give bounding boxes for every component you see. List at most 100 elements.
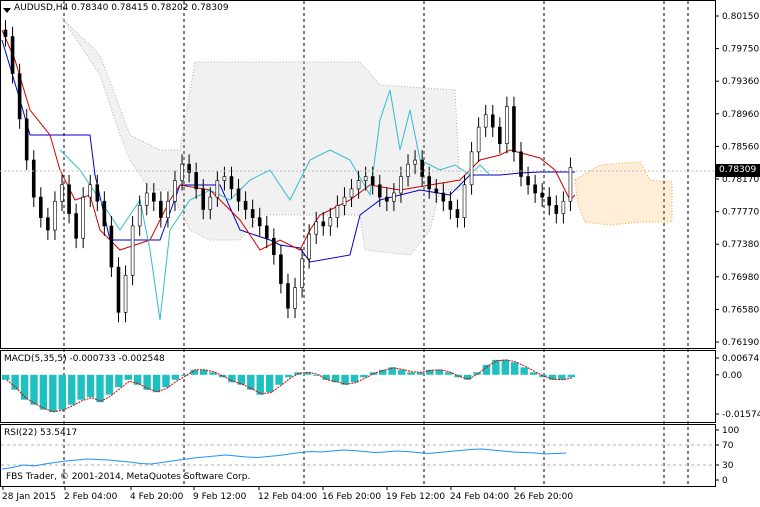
- macd-histogram-bar: [435, 369, 444, 375]
- candle-body: [413, 159, 417, 165]
- candle-body: [406, 163, 410, 177]
- chart-menu-arrow-icon[interactable]: [3, 8, 11, 13]
- price-tick-label: 0.76980: [722, 273, 759, 283]
- candle-body: [222, 176, 227, 181]
- candle-body: [356, 180, 361, 190]
- price-tick-label: 0.79360: [722, 77, 759, 87]
- macd-histogram-bar: [284, 374, 293, 378]
- macd-histogram-bar: [115, 374, 123, 388]
- candle-body: [370, 176, 375, 186]
- macd-histogram-bar: [407, 372, 415, 375]
- candle-body: [307, 233, 311, 260]
- price-tick-label: 0.78170: [722, 175, 759, 185]
- macd-histogram-bar: [58, 374, 66, 410]
- macd-histogram-bar: [11, 374, 19, 390]
- macd-histogram-bar: [350, 374, 359, 383]
- candle-body: [335, 205, 340, 218]
- kumo-down: [61, 17, 461, 256]
- macd-histogram-bar: [558, 374, 566, 380]
- rsi-indicator: 100 70 30 0: [1, 426, 739, 486]
- macd-histogram-bar: [237, 374, 246, 385]
- macd-histogram-bar: [171, 374, 180, 380]
- candle-body: [512, 106, 516, 153]
- macd-histogram-bar: [39, 374, 48, 410]
- candle-body: [250, 209, 255, 218]
- macd-histogram-bar: [209, 372, 217, 375]
- macd-histogram-bar: [275, 374, 283, 385]
- macd-histogram-bar: [388, 367, 396, 375]
- macd-histogram-bar: [303, 372, 312, 375]
- candle-body: [279, 254, 283, 284]
- candle-body: [208, 196, 213, 210]
- macd-histogram-bar: [247, 374, 255, 390]
- candle-body: [448, 200, 453, 210]
- candle-body: [342, 196, 347, 206]
- candle-body: [173, 180, 177, 202]
- macd-histogram-bar: [49, 374, 57, 413]
- candle-body: [123, 275, 128, 313]
- rsi-line: [1, 448, 567, 470]
- price-axis: 0.80150 0.79750 0.79360 0.78960 0.78560 0.781…: [715, 12, 759, 348]
- candle-body: [201, 188, 206, 210]
- candle-body: [137, 205, 142, 227]
- candle-body: [229, 176, 234, 190]
- candle-body: [236, 188, 241, 202]
- macd-histogram-bar: [67, 374, 76, 405]
- candle-body: [399, 176, 403, 194]
- candle-body: [257, 217, 262, 227]
- price-tick-label: 0.77770: [722, 208, 759, 218]
- candle-body: [31, 159, 36, 198]
- candle-body: [10, 36, 15, 74]
- candle-body: [81, 196, 85, 239]
- rsi-tick-label: 30: [722, 461, 734, 471]
- macd-tick-label: -0.015746: [722, 410, 760, 420]
- macd-histogram-bar: [379, 369, 387, 375]
- macd-histogram-bar: [77, 374, 85, 400]
- candle-body: [561, 200, 566, 214]
- macd-histogram-bar: [313, 374, 321, 376]
- macd-histogram-bar: [96, 374, 104, 403]
- macd-histogram-bar: [162, 374, 170, 388]
- price-tick-label: 0.78960: [722, 110, 759, 120]
- candle-body: [194, 172, 198, 190]
- macd-histogram-bar: [473, 372, 481, 375]
- time-tick-label: 28 Jan 2015: [2, 492, 56, 502]
- candle-body: [483, 114, 488, 128]
- time-axis: 28 Jan 2015 2 Feb 04:00 4 Feb 20:00 9 Feb 1…: [2, 486, 573, 502]
- candle-body: [427, 176, 432, 190]
- candle-body: [441, 192, 446, 202]
- kijun-sen-line: [1, 39, 575, 263]
- candle-body: [102, 200, 107, 227]
- candle-body: [300, 258, 304, 288]
- candle-body: [455, 209, 460, 218]
- time-tick-label: 9 Feb 12:00: [193, 492, 247, 502]
- macd-histogram-bar: [152, 374, 161, 393]
- candle-body: [46, 217, 50, 231]
- macd-histogram-bar: [520, 367, 528, 375]
- time-tick-label: 24 Feb 04:00: [450, 492, 509, 502]
- ichimoku-cloud: [61, 17, 673, 256]
- candle-body: [420, 159, 424, 177]
- symbol-info: AUDUSD,H4 0.78340 0.78415 0.78202 0.7830…: [14, 3, 229, 13]
- macd-histogram-bar: [256, 374, 264, 395]
- rsi-tick-label: 70: [722, 441, 734, 451]
- macd-histogram-bar: [20, 374, 29, 400]
- candle-body: [88, 184, 93, 198]
- candle-body: [328, 217, 333, 227]
- kumo-up-fill: [575, 162, 672, 225]
- candle-body: [39, 196, 43, 218]
- ichimoku-lines: [1, 29, 576, 321]
- macd-signal-line: [6, 359, 573, 413]
- time-tick-label: 2 Feb 04:00: [64, 492, 118, 502]
- macd-histogram-bar: [529, 372, 538, 375]
- candle-body: [166, 200, 170, 218]
- candle-body: [60, 184, 64, 202]
- macd-histogram-bar: [501, 359, 510, 375]
- candle-body: [53, 200, 57, 231]
- candle-body: [116, 266, 121, 313]
- candle-body: [321, 221, 326, 227]
- macd-histogram-bar: [397, 369, 406, 375]
- macd-histogram-bar: [105, 374, 114, 395]
